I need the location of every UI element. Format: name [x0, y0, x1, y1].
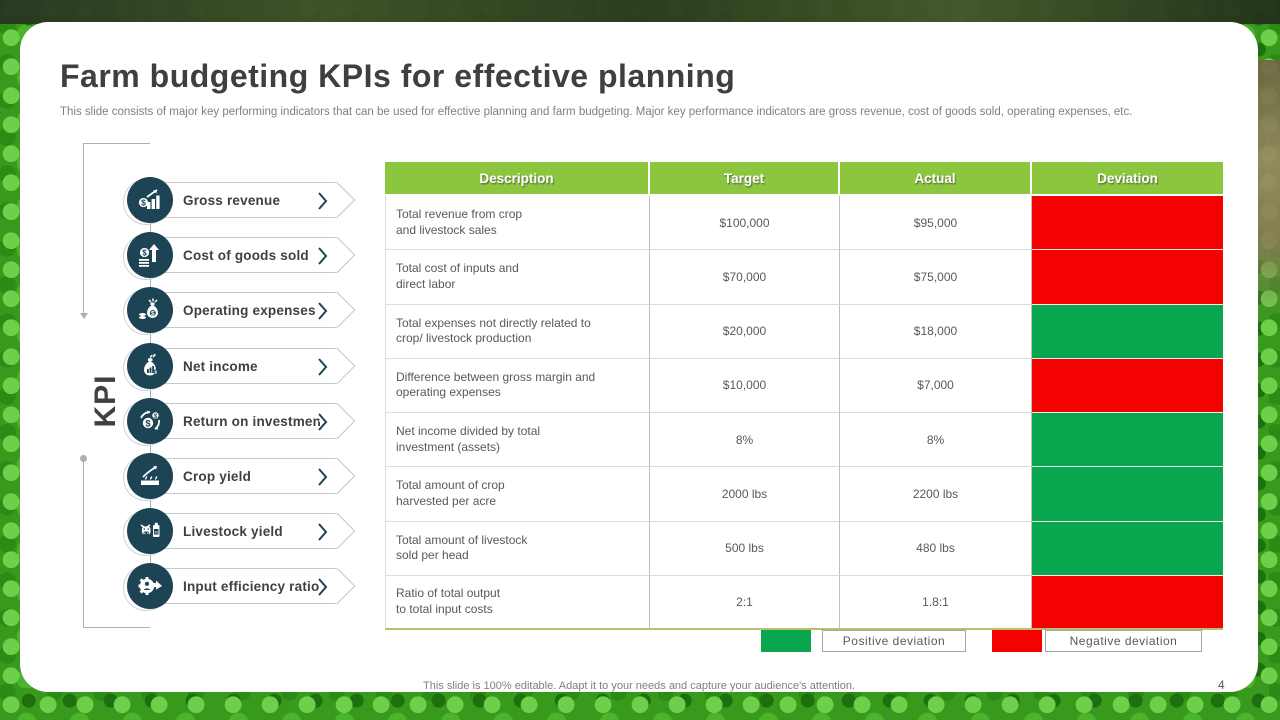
kpi-item-label: Return on investment: [183, 413, 326, 429]
table-cell-deviation: [1032, 250, 1223, 305]
dollar-cycle-arrows-icon: $ $: [127, 398, 173, 444]
table-cell-description: Difference between gross margin and opera…: [385, 358, 650, 413]
svg-text:$: $: [141, 198, 146, 208]
table-cell-target: $20,000: [650, 304, 840, 359]
kpi-item-label: Input efficiency ratio: [183, 578, 320, 594]
table-cell-target: $100,000: [650, 196, 840, 251]
table-cell-description: Total expenses not directly related to cr…: [385, 304, 650, 359]
chevron-right-icon: [318, 192, 328, 210]
table-cell-actual: 1.8:1: [840, 575, 1032, 630]
slide-title: Farm budgeting KPIs for effective planni…: [60, 58, 736, 94]
bracket-arrowhead-icon: [79, 313, 88, 319]
slide-panel: Farm budgeting KPIs for effective planni…: [20, 22, 1258, 692]
kpi-item-label: Gross revenue: [183, 192, 281, 208]
kpi-item-cost-of-goods-sold[interactable]: Cost of goods sold $: [123, 232, 355, 280]
chevron-right-icon: [318, 578, 328, 596]
cow-milk-bottle-icon: M: [127, 508, 173, 554]
table-cell-target: 2:1: [650, 575, 840, 630]
slide-subtitle: This slide consists of major key perform…: [60, 106, 1133, 118]
chevron-right-icon: [318, 413, 328, 431]
footer-note: This slide is 100% editable. Adapt it to…: [423, 680, 855, 692]
kpi-item-return-on-investment[interactable]: Return on investment $ $: [123, 398, 355, 446]
kpi-item-crop-yield[interactable]: Crop yield: [123, 453, 355, 501]
table-cell-target: 500 lbs: [650, 521, 840, 576]
negative-deviation-label: Negative deviation: [1045, 630, 1202, 652]
kpi-item-operating-expenses[interactable]: Operating expenses $: [123, 287, 355, 335]
chevron-right-icon: [318, 468, 328, 486]
table-cell-actual: 2200 lbs: [840, 467, 1032, 522]
money-bag-coins-icon: $: [127, 287, 173, 333]
table-cell-deviation: [1032, 413, 1223, 468]
table-cell-deviation: [1032, 521, 1223, 576]
growth-chart-dollar-icon: $: [127, 177, 173, 223]
money-sack-chart-icon: $: [127, 343, 173, 389]
table-cell-description: Net income divided by total investment (a…: [385, 413, 650, 468]
table-cell-actual: $7,000: [840, 358, 1032, 413]
kpi-item-label: Cost of goods sold: [183, 247, 309, 263]
svg-text:$: $: [154, 369, 157, 375]
table-cell-target: 8%: [650, 413, 840, 468]
svg-text:$: $: [145, 419, 151, 430]
bracket-top-line: [83, 143, 150, 144]
kpi-axis-label: KPI: [89, 374, 122, 428]
kpi-item-label: Livestock yield: [183, 523, 283, 539]
kpi-item-label: Crop yield: [183, 468, 252, 484]
kpi-table: Description Target Actual Deviation Tota…: [385, 162, 1223, 630]
bracket-dot-icon: [80, 455, 87, 462]
bracket-bottom-line: [83, 627, 150, 628]
bracket-left-line-upper: [83, 143, 84, 313]
table-cell-description: Total amount of crop harvested per acre: [385, 467, 650, 522]
table-cell-description: Total amount of livestock sold per head: [385, 521, 650, 576]
table-cell-deviation: [1032, 358, 1223, 413]
chevron-right-icon: [318, 358, 328, 376]
positive-deviation-swatch: [761, 630, 811, 652]
chevron-right-icon: [318, 247, 328, 265]
kpi-item-input-efficiency-ratio[interactable]: Input efficiency ratio: [123, 563, 355, 611]
chevron-right-icon: [318, 523, 328, 541]
table-cell-deviation: [1032, 575, 1223, 630]
sprout-growth-arrow-icon: [127, 453, 173, 499]
kpi-item-label: Net income: [183, 358, 258, 374]
table-cell-deviation: [1032, 196, 1223, 251]
svg-text:$: $: [142, 249, 147, 258]
kpi-chain-line: [150, 200, 151, 586]
negative-deviation-swatch: [992, 630, 1042, 652]
foliage-top-strip: [0, 0, 1280, 24]
column-header-description: Description: [385, 162, 650, 196]
table-cell-description: Ratio of total output to total input cost…: [385, 575, 650, 630]
table-cell-deviation: [1032, 467, 1223, 522]
table-cell-actual: 480 lbs: [840, 521, 1032, 576]
table-cell-description: Total revenue from crop and livestock sal…: [385, 196, 650, 251]
table-cell-target: $10,000: [650, 358, 840, 413]
kpi-item-net-income[interactable]: Net income $: [123, 343, 355, 391]
table-cell-deviation: [1032, 304, 1223, 359]
svg-text:$: $: [154, 414, 158, 420]
svg-text:M: M: [155, 529, 158, 534]
chevron-right-icon: [318, 302, 328, 320]
table-cell-actual: $75,000: [840, 250, 1032, 305]
table-cell-target: 2000 lbs: [650, 467, 840, 522]
kpi-item-label: Operating expenses: [183, 302, 316, 318]
foliage-right-patch: [1256, 60, 1280, 320]
column-header-deviation: Deviation: [1032, 162, 1223, 196]
column-header-actual: Actual: [840, 162, 1032, 196]
table-cell-actual: $18,000: [840, 304, 1032, 359]
table-cell-description: Total cost of inputs and direct labor: [385, 250, 650, 305]
column-header-target: Target: [650, 162, 840, 196]
positive-deviation-label: Positive deviation: [822, 630, 966, 652]
kpi-item-livestock-yield[interactable]: Livestock yield M: [123, 508, 355, 556]
gear-person-arrow-icon: [127, 563, 173, 609]
svg-text:$: $: [151, 310, 155, 317]
table-cell-actual: $95,000: [840, 196, 1032, 251]
kpi-item-gross-revenue[interactable]: Gross revenue $: [123, 177, 355, 225]
table-cell-actual: 8%: [840, 413, 1032, 468]
table-cell-target: $70,000: [650, 250, 840, 305]
bracket-left-line-lower: [83, 462, 84, 627]
page-number: 4: [1218, 678, 1225, 692]
gear-dollar-up-arrow-icon: $: [127, 232, 173, 278]
